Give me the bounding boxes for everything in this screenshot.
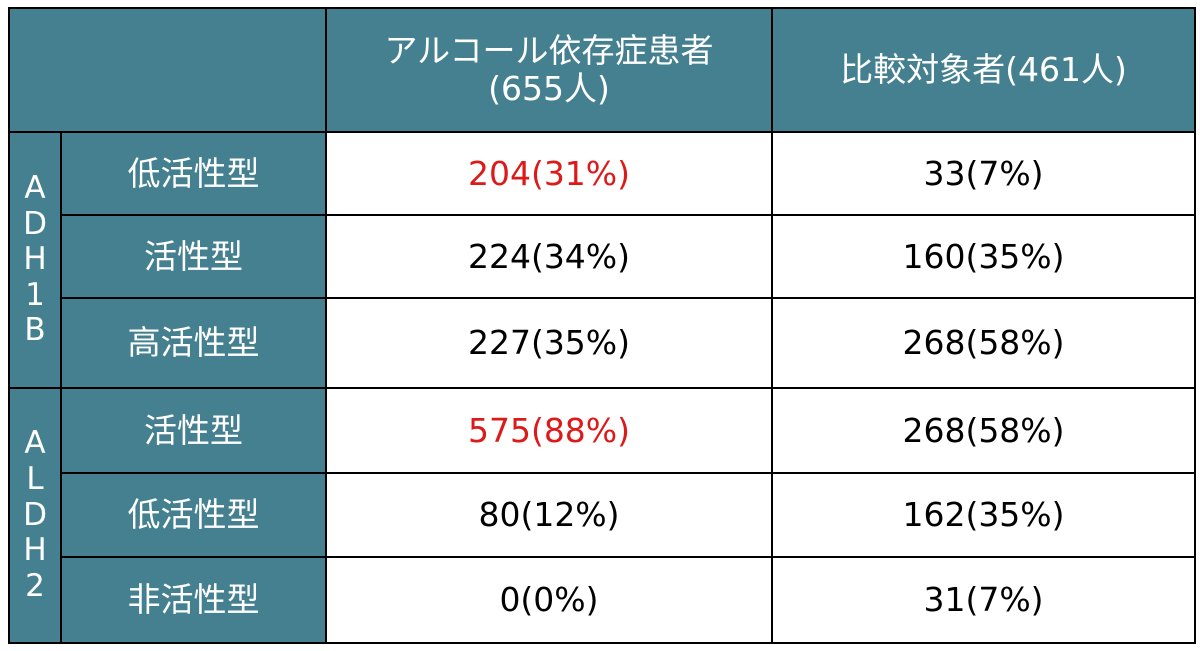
table-row: 非活性型 0(0%) 31(7%) xyxy=(9,556,1196,644)
cell-patients: 80(12%) xyxy=(325,472,773,558)
table-row: A L D H 2 活性型 575(88%) 268(58%) xyxy=(8,387,1196,644)
table-row: A D H 1 B 低活性型 204(31%) 33(7%) xyxy=(8,131,1196,389)
cell-controls: 33(7%) xyxy=(771,131,1196,216)
row-label: 低活性型 xyxy=(60,472,327,558)
table-row: 低活性型 80(12%) 162(35%) xyxy=(9,472,1196,558)
row-label: 活性型 xyxy=(60,214,327,299)
group-letter: D xyxy=(23,496,47,533)
cell-controls: 160(35%) xyxy=(771,214,1196,299)
comparison-table: アルコール依存症患者 (655人) 比較対象者(461人) A D H 1 B … xyxy=(8,7,1196,644)
group-letter: 1 xyxy=(25,276,45,313)
group-letter: H xyxy=(23,532,47,569)
header-row: アルコール依存症患者 (655人) 比較対象者(461人) xyxy=(8,7,1196,133)
group-letter: B xyxy=(24,312,46,349)
cell-patients: 227(35%) xyxy=(325,297,773,389)
cell-patients: 204(31%) xyxy=(325,131,773,216)
cell-controls: 162(35%) xyxy=(771,472,1196,558)
row-label: 高活性型 xyxy=(60,297,327,389)
header-corner xyxy=(8,7,327,133)
group-letter: A xyxy=(24,169,46,206)
cell-controls: 268(58%) xyxy=(771,387,1196,474)
table-row: 高活性型 227(35%) 268(58%) xyxy=(9,297,1196,389)
cell-patients: 575(88%) xyxy=(325,387,773,474)
group-letter: A xyxy=(24,425,46,462)
header-controls-line-1: 比較対象者(461人) xyxy=(840,50,1127,90)
group-letter: 2 xyxy=(25,567,45,604)
cell-patients: 224(34%) xyxy=(325,214,773,299)
header-patients: アルコール依存症患者 (655人) xyxy=(325,7,773,133)
group-letter: L xyxy=(26,461,44,498)
group-letter: D xyxy=(23,205,47,242)
header-patients-line-1: アルコール依存症患者 xyxy=(384,31,714,71)
table-row: 活性型 224(34%) 160(35%) xyxy=(9,214,1196,299)
cell-patients: 0(0%) xyxy=(325,556,773,644)
row-label: 非活性型 xyxy=(60,556,327,644)
cell-controls: 31(7%) xyxy=(771,556,1196,644)
header-controls: 比較対象者(461人) xyxy=(771,7,1196,133)
cell-controls: 268(58%) xyxy=(771,297,1196,389)
row-label: 活性型 xyxy=(60,387,327,474)
header-patients-line-2: (655人) xyxy=(488,69,610,108)
group-letter: H xyxy=(23,241,47,278)
group-label-aldh2: A L D H 2 xyxy=(8,387,62,644)
group-label-adh1b: A D H 1 B xyxy=(8,131,62,389)
row-label: 低活性型 xyxy=(60,131,327,216)
